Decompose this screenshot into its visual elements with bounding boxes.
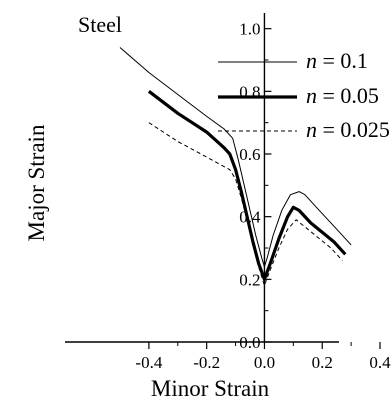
legend-label-variable: n <box>306 48 317 73</box>
y-tick-label: 0.0 <box>239 333 260 352</box>
series-layer <box>119 47 352 287</box>
y-tick-label: 1.0 <box>239 20 260 39</box>
legend-label-3: n = 0.025 <box>306 117 390 142</box>
legend-label-variable: n <box>306 83 317 108</box>
x-axis-label: Minor Strain <box>151 376 270 401</box>
legend-label-variable: n <box>306 117 317 142</box>
legend-label-value: = 0.025 <box>317 117 390 142</box>
x-tick-label: 0.0 <box>254 353 275 372</box>
x-tick-label: -0.2 <box>193 353 220 372</box>
legend: n = 0.1n = 0.05n = 0.025 <box>218 48 390 142</box>
y-tick-label: 0.2 <box>239 270 260 289</box>
x-tick-label: 0.2 <box>312 353 333 372</box>
steel-annotation: Steel <box>78 12 122 37</box>
legend-label-value: = 0.05 <box>317 83 379 108</box>
x-tick-label: 0.4 <box>369 353 391 372</box>
y-tick-label: 0.6 <box>239 145 260 164</box>
x-tick-label: -0.4 <box>135 353 162 372</box>
legend-label-value: = 0.1 <box>317 48 368 73</box>
legend-label-1: n = 0.1 <box>306 48 368 73</box>
series-line-3 <box>148 122 343 287</box>
series-line-2 <box>147 90 347 281</box>
series-line-1 <box>119 47 352 268</box>
legend-label-2: n = 0.05 <box>306 83 379 108</box>
y-axis-label: Major Strain <box>24 124 49 241</box>
